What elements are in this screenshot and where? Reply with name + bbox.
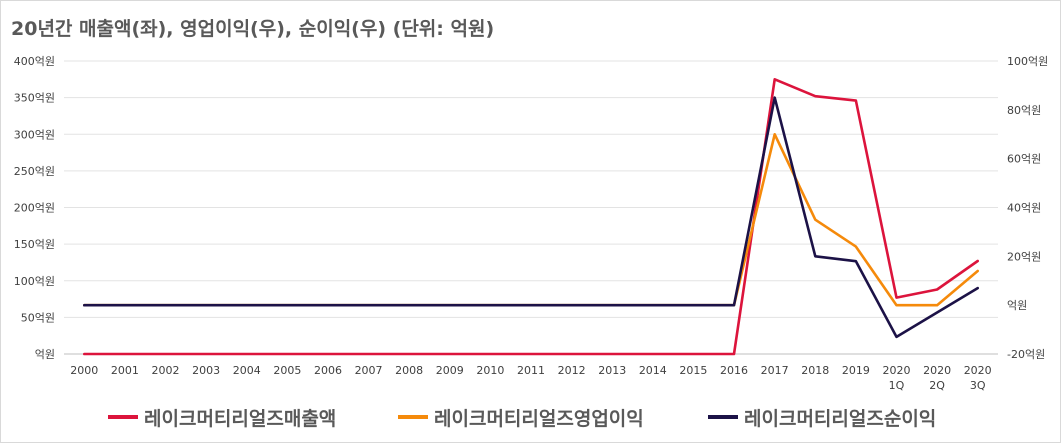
x-axis-tick-label: 2012 bbox=[558, 364, 586, 377]
legend: 레이크머티리얼즈매출액 레이크머티리얼즈영업이익 레이크머티리얼즈순이익 bbox=[0, 400, 1061, 434]
right-axis-tick-label: 100억원 bbox=[1007, 55, 1048, 68]
x-axis-tick-label: 2017 bbox=[761, 364, 789, 377]
right-axis-tick-label: 억원 bbox=[1007, 299, 1027, 312]
x-axis-tick-label: 2011 bbox=[517, 364, 545, 377]
right-axis-tick-label: 80억원 bbox=[1007, 104, 1041, 117]
line-chart: 억원 50억원 100억원 150억원 200억원 250억원 300억원 350억원 400억… bbox=[14, 55, 1049, 392]
x-axis-tick-label: 2020 1Q bbox=[882, 364, 910, 392]
legend-item-net-income: 레이크머티리얼즈순이익 bbox=[708, 400, 936, 434]
x-axis-tick-label: 2007 bbox=[355, 364, 383, 377]
legend-swatch-operating-profit bbox=[398, 415, 428, 419]
left-axis-tick-label: 100억원 bbox=[14, 275, 55, 288]
left-axis-tick-label: 200억원 bbox=[14, 202, 55, 215]
x-axis-tick-label: 2003 bbox=[192, 364, 220, 377]
series-line-2 bbox=[83, 96, 980, 339]
x-axis-tick-label: 2002 bbox=[152, 364, 180, 377]
series-line-1 bbox=[83, 133, 980, 307]
x-axis-tick-label: 2020 3Q bbox=[964, 364, 992, 392]
x-axis-tick-label: 2015 bbox=[679, 364, 707, 377]
left-axis-tick-label: 400억원 bbox=[14, 55, 55, 68]
left-axis-tick-label: 300억원 bbox=[14, 128, 55, 141]
left-axis-tick-label: 150억원 bbox=[14, 238, 55, 251]
series-line-0 bbox=[83, 78, 980, 356]
x-axis-tick-label: 2019 bbox=[842, 364, 870, 377]
x-axis-tick-label: 2013 bbox=[598, 364, 626, 377]
x-axis-tick-label: 2000 bbox=[70, 364, 98, 377]
right-axis-tick-label: 40억원 bbox=[1007, 202, 1041, 215]
right-axis-tick-label: 60억원 bbox=[1007, 153, 1041, 166]
x-axis-tick-label: 2009 bbox=[436, 364, 464, 377]
left-axis-ticks: 억원 50억원 100억원 150억원 200억원 250억원 300억원 350억원 400억… bbox=[14, 55, 55, 361]
legend-item-operating-profit: 레이크머티리얼즈영업이익 bbox=[398, 400, 644, 434]
x-axis-tick-label: 2020 2Q bbox=[923, 364, 951, 392]
right-axis-ticks: -20억원 억원 20억원 40억원 60억원 80억원 100억원 bbox=[1007, 55, 1048, 361]
x-axis-ticks: 2000 2001 2002 2003 2004 2005 2006 2007 2008 2009… bbox=[70, 364, 991, 392]
x-axis-tick-label: 2004 bbox=[233, 364, 261, 377]
x-axis-tick-label: 2005 bbox=[273, 364, 301, 377]
x-axis-tick-label: 2010 bbox=[476, 364, 504, 377]
legend-swatch-sales bbox=[108, 415, 138, 419]
legend-label-operating-profit: 레이크머티리얼즈영업이익 bbox=[434, 407, 644, 430]
right-axis-tick-label: 20억원 bbox=[1007, 250, 1041, 263]
legend-label-sales: 레이크머티리얼즈매출액 bbox=[144, 407, 337, 430]
left-axis-tick-label: 억원 bbox=[35, 348, 55, 361]
right-axis-tick-label: -20억원 bbox=[1007, 348, 1045, 361]
x-axis-tick-label: 2016 bbox=[720, 364, 748, 377]
left-axis-tick-label: 350억원 bbox=[14, 92, 55, 105]
x-axis-tick-label: 2006 bbox=[314, 364, 342, 377]
x-axis-tick-label: 2014 bbox=[639, 364, 667, 377]
x-axis-tick-label: 2001 bbox=[111, 364, 139, 377]
left-axis-tick-label: 250억원 bbox=[14, 165, 55, 178]
x-axis-tick-label: 2008 bbox=[395, 364, 423, 377]
x-axis-tick-label: 2018 bbox=[801, 364, 829, 377]
legend-swatch-net-income bbox=[708, 415, 738, 419]
series-lines bbox=[83, 78, 980, 356]
legend-label-net-income: 레이크머티리얼즈순이익 bbox=[744, 407, 937, 430]
chart-title: 20년간 매출액(좌), 영업이익(우), 순이익(우) (단위: 억원) bbox=[11, 18, 495, 40]
legend-item-sales: 레이크머티리얼즈매출액 bbox=[108, 400, 336, 434]
left-axis-tick-label: 50억원 bbox=[21, 311, 55, 324]
